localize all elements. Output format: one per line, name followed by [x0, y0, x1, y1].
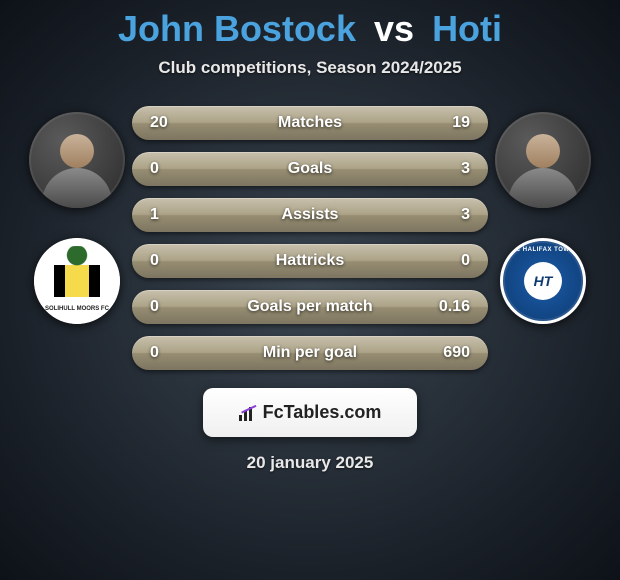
brand-text: FcTables.com — [263, 402, 382, 423]
stat-right-value: 3 — [420, 160, 470, 178]
stats-table: 20 Matches 19 0 Goals 3 1 Assists 3 0 Ha… — [132, 106, 488, 370]
stat-row-hattricks: 0 Hattricks 0 — [132, 244, 488, 278]
stat-row-matches: 20 Matches 19 — [132, 106, 488, 140]
stat-right-value: 3 — [420, 206, 470, 224]
subtitle: Club competitions, Season 2024/2025 — [158, 58, 461, 78]
main-row: 20 Matches 19 0 Goals 3 1 Assists 3 0 Ha… — [0, 106, 620, 370]
left-side — [22, 106, 132, 324]
player2-clublogo — [500, 238, 586, 324]
right-side — [488, 106, 598, 324]
player1-avatar — [29, 112, 125, 208]
brand-chart-icon — [239, 405, 255, 421]
stat-row-goals-per-match: 0 Goals per match 0.16 — [132, 290, 488, 324]
stat-row-assists: 1 Assists 3 — [132, 198, 488, 232]
stat-left-value: 0 — [150, 344, 200, 362]
stat-right-value: 0 — [420, 252, 470, 270]
stat-left-value: 0 — [150, 298, 200, 316]
player2-name: Hoti — [432, 8, 502, 49]
stat-right-value: 690 — [420, 344, 470, 362]
stat-left-value: 0 — [150, 252, 200, 270]
stat-label: Min per goal — [200, 344, 420, 362]
stat-label: Hattricks — [200, 252, 420, 270]
player2-avatar — [495, 112, 591, 208]
stat-label: Matches — [200, 114, 420, 132]
comparison-card: John Bostock vs Hoti Club competitions, … — [0, 0, 620, 580]
stat-row-min-per-goal: 0 Min per goal 690 — [132, 336, 488, 370]
player1-name: John Bostock — [118, 8, 356, 49]
stat-left-value: 20 — [150, 114, 200, 132]
page-title: John Bostock vs Hoti — [118, 8, 502, 50]
stat-row-goals: 0 Goals 3 — [132, 152, 488, 186]
stat-right-value: 19 — [420, 114, 470, 132]
date-label: 20 january 2025 — [247, 453, 374, 473]
stat-right-value: 0.16 — [420, 298, 470, 316]
vs-label: vs — [374, 8, 414, 49]
stat-left-value: 0 — [150, 160, 200, 178]
player1-clublogo — [34, 238, 120, 324]
stat-label: Goals per match — [200, 298, 420, 316]
stat-left-value: 1 — [150, 206, 200, 224]
brand-badge: FcTables.com — [203, 388, 418, 437]
stat-label: Goals — [200, 160, 420, 178]
stat-label: Assists — [200, 206, 420, 224]
